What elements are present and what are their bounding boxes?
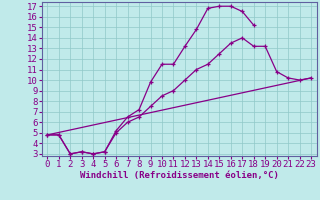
X-axis label: Windchill (Refroidissement éolien,°C): Windchill (Refroidissement éolien,°C): [80, 171, 279, 180]
